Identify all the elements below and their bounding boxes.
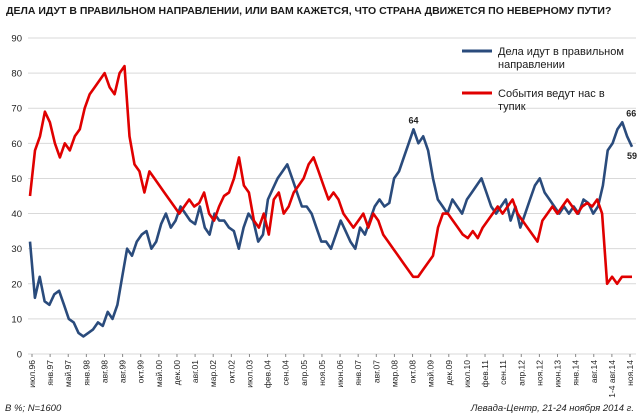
x-tick-label: июл.03	[244, 360, 254, 388]
y-tick-label: 40	[11, 209, 22, 220]
sample-note: В %; N=1600	[5, 403, 62, 414]
x-tick-label: янв.98	[81, 360, 91, 386]
y-tick-label: 60	[11, 139, 22, 150]
x-tick-label: ноя.05	[317, 360, 327, 386]
y-tick-label: 70	[11, 104, 22, 115]
data-label: 59	[627, 151, 637, 161]
x-tick-label: сен.11	[498, 360, 508, 385]
x-tick-label: май.00	[154, 360, 164, 387]
x-tick-label: окт.02	[226, 360, 236, 384]
x-tick-label: янв.07	[353, 360, 363, 386]
data-label: 66	[626, 108, 636, 118]
series-line-1	[28, 121, 634, 338]
x-tick-label: окт.99	[136, 360, 146, 384]
data-label: 64	[409, 115, 419, 125]
x-tick-label: фев.04	[263, 360, 273, 388]
legend-label: Дела идут в правильном	[498, 46, 624, 58]
x-tick-label: 1-4 авг.14	[607, 360, 617, 398]
x-tick-label: мар.02	[208, 360, 218, 387]
x-tick-label: фев.11	[480, 360, 490, 388]
x-tick-label: июл.10	[462, 360, 472, 388]
x-tick-label: авг.99	[118, 360, 128, 383]
x-tick-label: июн.13	[553, 360, 563, 388]
y-tick-label: 80	[11, 69, 22, 80]
x-tick-label: дек.09	[444, 360, 454, 385]
x-tick-label: ноя.14	[625, 360, 635, 386]
x-tick-label: окт.08	[408, 360, 418, 384]
y-tick-label: 30	[11, 244, 22, 255]
x-tick-label: апр.05	[299, 360, 309, 386]
x-tick-label: ноя.12	[534, 360, 544, 386]
x-tick-label: май.97	[63, 360, 73, 387]
x-tick-label: авг.07	[371, 360, 381, 383]
y-tick-label: 0	[17, 350, 22, 361]
x-tick-label: янв.97	[45, 360, 55, 386]
y-tick-label: 90	[11, 34, 22, 45]
legend-label: направлении	[498, 59, 565, 71]
x-tick-label: авг.01	[190, 360, 200, 383]
source-note: Левада-Центр, 21-24 ноября 2014 г.	[470, 403, 634, 414]
legend-label: События ведут нас в	[498, 88, 605, 100]
y-tick-label: 20	[11, 279, 22, 290]
x-tick-label: май.09	[426, 360, 436, 387]
x-tick-label: авг.98	[99, 360, 109, 383]
x-tick-label: авг.14	[589, 360, 599, 383]
legend-label: тупик	[498, 101, 526, 113]
y-tick-label: 50	[11, 174, 22, 185]
y-tick-label: 10	[11, 314, 22, 325]
x-tick-label: дек.00	[172, 360, 182, 385]
x-tick-label: янв.14	[571, 360, 581, 386]
x-tick-label: сен.04	[281, 360, 291, 386]
chart-title: ДЕЛА ИДУТ В ПРАВИЛЬНОМ НАПРАВЛЕНИИ, ИЛИ …	[6, 5, 612, 17]
x-tick-label: мар.08	[389, 360, 399, 387]
x-tick-label: июл.96	[27, 360, 37, 388]
x-tick-label: июн.06	[335, 360, 345, 388]
series-line-2	[28, 64, 632, 286]
x-tick-label: апр.12	[516, 360, 526, 386]
